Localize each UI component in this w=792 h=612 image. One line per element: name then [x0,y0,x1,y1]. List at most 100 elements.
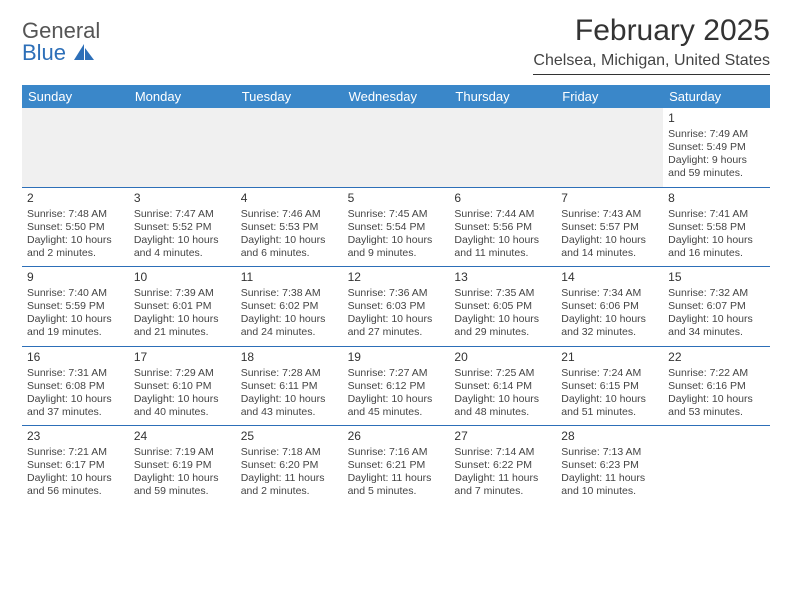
sunset-text: Sunset: 6:01 PM [134,300,231,313]
week-row: 23Sunrise: 7:21 AMSunset: 6:17 PMDayligh… [22,425,770,505]
daylight-text: Daylight: 10 hours and 56 minutes. [27,472,124,498]
day-number: 7 [561,191,658,206]
logo-sail-icon [74,42,94,64]
sunset-text: Sunset: 6:14 PM [454,380,551,393]
sunrise-text: Sunrise: 7:16 AM [348,446,445,459]
day-cell-10: 10Sunrise: 7:39 AMSunset: 6:01 PMDayligh… [129,267,236,346]
daylight-text: Daylight: 10 hours and 9 minutes. [348,234,445,260]
day-number: 13 [454,270,551,285]
sunrise-text: Sunrise: 7:46 AM [241,208,338,221]
day-cell-8: 8Sunrise: 7:41 AMSunset: 5:58 PMDaylight… [663,188,770,267]
sunset-text: Sunset: 5:52 PM [134,221,231,234]
day-header-wednesday: Wednesday [343,85,450,108]
daylight-text: Daylight: 10 hours and 2 minutes. [27,234,124,260]
daylight-text: Daylight: 10 hours and 24 minutes. [241,313,338,339]
sunrise-text: Sunrise: 7:25 AM [454,367,551,380]
sunset-text: Sunset: 5:56 PM [454,221,551,234]
day-number: 9 [27,270,124,285]
logo-line2: Blue [22,40,66,65]
sunrise-text: Sunrise: 7:29 AM [134,367,231,380]
sunrise-text: Sunrise: 7:38 AM [241,287,338,300]
day-cell-1: 1Sunrise: 7:49 AMSunset: 5:49 PMDaylight… [663,108,770,187]
day-cell-17: 17Sunrise: 7:29 AMSunset: 6:10 PMDayligh… [129,347,236,426]
sunrise-text: Sunrise: 7:18 AM [241,446,338,459]
sunrise-text: Sunrise: 7:31 AM [27,367,124,380]
daylight-text: Daylight: 10 hours and 11 minutes. [454,234,551,260]
daylight-text: Daylight: 10 hours and 27 minutes. [348,313,445,339]
day-number: 24 [134,429,231,444]
day-number: 15 [668,270,765,285]
sunset-text: Sunset: 6:15 PM [561,380,658,393]
page-subtitle: Chelsea, Michigan, United States [533,52,770,75]
sunset-text: Sunset: 6:08 PM [27,380,124,393]
daylight-text: Daylight: 10 hours and 48 minutes. [454,393,551,419]
week-row: 1Sunrise: 7:49 AMSunset: 5:49 PMDaylight… [22,108,770,187]
daylight-text: Daylight: 10 hours and 51 minutes. [561,393,658,419]
sunset-text: Sunset: 5:57 PM [561,221,658,234]
daylight-text: Daylight: 10 hours and 29 minutes. [454,313,551,339]
sunset-text: Sunset: 5:59 PM [27,300,124,313]
day-header-monday: Monday [129,85,236,108]
sunrise-text: Sunrise: 7:45 AM [348,208,445,221]
sunset-text: Sunset: 6:12 PM [348,380,445,393]
daylight-text: Daylight: 10 hours and 43 minutes. [241,393,338,419]
day-cell-14: 14Sunrise: 7:34 AMSunset: 6:06 PMDayligh… [556,267,663,346]
daylight-text: Daylight: 10 hours and 45 minutes. [348,393,445,419]
day-number: 19 [348,350,445,365]
sunrise-text: Sunrise: 7:32 AM [668,287,765,300]
sunset-text: Sunset: 6:17 PM [27,459,124,472]
page-title: February 2025 [533,14,770,48]
day-cell-28: 28Sunrise: 7:13 AMSunset: 6:23 PMDayligh… [556,426,663,505]
day-cell-12: 12Sunrise: 7:36 AMSunset: 6:03 PMDayligh… [343,267,450,346]
daylight-text: Daylight: 10 hours and 59 minutes. [134,472,231,498]
sunset-text: Sunset: 5:49 PM [668,141,765,154]
week-row: 9Sunrise: 7:40 AMSunset: 5:59 PMDaylight… [22,266,770,346]
day-number: 25 [241,429,338,444]
day-cell-22: 22Sunrise: 7:22 AMSunset: 6:16 PMDayligh… [663,347,770,426]
sunrise-text: Sunrise: 7:14 AM [454,446,551,459]
day-number: 28 [561,429,658,444]
day-header-saturday: Saturday [663,85,770,108]
sunrise-text: Sunrise: 7:19 AM [134,446,231,459]
daylight-text: Daylight: 10 hours and 37 minutes. [27,393,124,419]
daylight-text: Daylight: 10 hours and 32 minutes. [561,313,658,339]
day-number: 10 [134,270,231,285]
day-cell-9: 9Sunrise: 7:40 AMSunset: 5:59 PMDaylight… [22,267,129,346]
sunset-text: Sunset: 6:20 PM [241,459,338,472]
day-number: 3 [134,191,231,206]
day-cell-2: 2Sunrise: 7:48 AMSunset: 5:50 PMDaylight… [22,188,129,267]
day-header-tuesday: Tuesday [236,85,343,108]
sunrise-text: Sunrise: 7:24 AM [561,367,658,380]
sunset-text: Sunset: 6:02 PM [241,300,338,313]
daylight-text: Daylight: 11 hours and 7 minutes. [454,472,551,498]
daylight-text: Daylight: 10 hours and 34 minutes. [668,313,765,339]
day-cell-19: 19Sunrise: 7:27 AMSunset: 6:12 PMDayligh… [343,347,450,426]
day-number: 16 [27,350,124,365]
day-cell-15: 15Sunrise: 7:32 AMSunset: 6:07 PMDayligh… [663,267,770,346]
day-number: 6 [454,191,551,206]
sunset-text: Sunset: 5:53 PM [241,221,338,234]
sunrise-text: Sunrise: 7:34 AM [561,287,658,300]
day-number: 1 [668,111,765,126]
day-cell-13: 13Sunrise: 7:35 AMSunset: 6:05 PMDayligh… [449,267,556,346]
sunrise-text: Sunrise: 7:41 AM [668,208,765,221]
day-cell-24: 24Sunrise: 7:19 AMSunset: 6:19 PMDayligh… [129,426,236,505]
sunset-text: Sunset: 5:50 PM [27,221,124,234]
sunset-text: Sunset: 6:22 PM [454,459,551,472]
day-cell-5: 5Sunrise: 7:45 AMSunset: 5:54 PMDaylight… [343,188,450,267]
empty-cell [663,426,770,505]
sunset-text: Sunset: 5:58 PM [668,221,765,234]
day-cell-18: 18Sunrise: 7:28 AMSunset: 6:11 PMDayligh… [236,347,343,426]
logo: General Blue [22,20,100,64]
daylight-text: Daylight: 9 hours and 59 minutes. [668,154,765,180]
day-cell-6: 6Sunrise: 7:44 AMSunset: 5:56 PMDaylight… [449,188,556,267]
day-header-thursday: Thursday [449,85,556,108]
day-number: 5 [348,191,445,206]
day-number: 22 [668,350,765,365]
sunrise-text: Sunrise: 7:13 AM [561,446,658,459]
sunrise-text: Sunrise: 7:21 AM [27,446,124,459]
daylight-text: Daylight: 10 hours and 19 minutes. [27,313,124,339]
sunrise-text: Sunrise: 7:35 AM [454,287,551,300]
day-cell-25: 25Sunrise: 7:18 AMSunset: 6:20 PMDayligh… [236,426,343,505]
day-header-row: SundayMondayTuesdayWednesdayThursdayFrid… [22,85,770,108]
